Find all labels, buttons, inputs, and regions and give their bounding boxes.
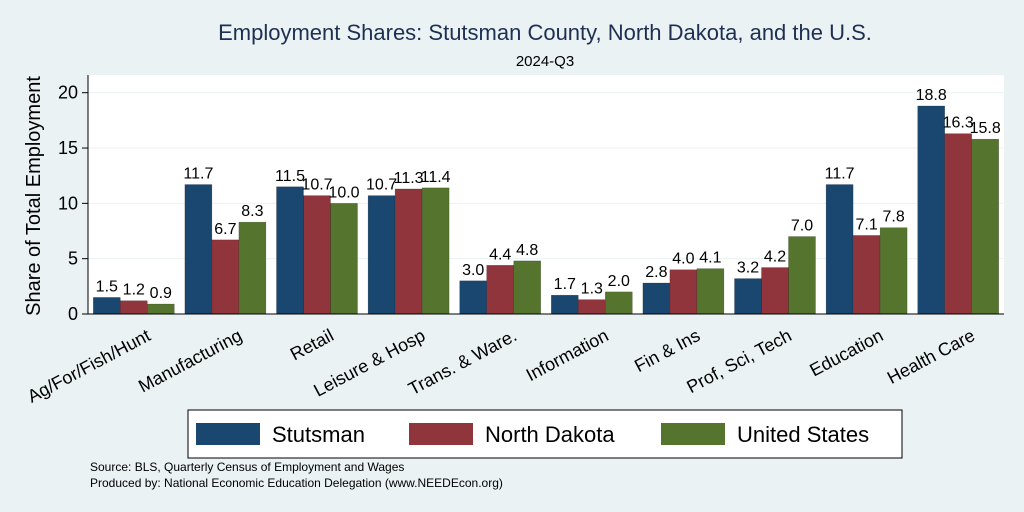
bar-north-dakota-prof-sci-tech bbox=[761, 267, 789, 315]
bar-stutsman-health-care bbox=[917, 105, 945, 315]
bar-stutsman-trans-ware bbox=[459, 280, 487, 315]
y-axis-label: Share of Total Employment bbox=[23, 76, 45, 316]
bar-north-dakota-fin-ins bbox=[669, 269, 698, 315]
bar-stutsman-fin-ins bbox=[642, 282, 671, 315]
bar-stutsman-education bbox=[825, 184, 854, 315]
bar-north-dakota-education bbox=[852, 235, 881, 315]
data-label-stutsman-manufacturing: 11.7 bbox=[183, 166, 213, 183]
data-label-north-dakota-retail: 10.7 bbox=[301, 177, 332, 194]
bar-united-states-information bbox=[605, 291, 633, 315]
bars bbox=[93, 105, 999, 315]
data-label-stutsman-retail: 11.5 bbox=[275, 168, 305, 185]
bar-north-dakota-ag-for-fish-hunt bbox=[120, 300, 148, 315]
data-label-north-dakota-prof-sci-tech: 4.2 bbox=[764, 249, 786, 266]
chart-subtitle: 2024-Q3 bbox=[516, 53, 574, 70]
data-label-north-dakota-manufacturing: 6.7 bbox=[214, 221, 236, 238]
data-label-united-states-fin-ins: 4.1 bbox=[699, 250, 721, 267]
bar-stutsman-retail bbox=[276, 186, 304, 315]
data-label-stutsman-prof-sci-tech: 3.2 bbox=[737, 260, 759, 277]
data-label-north-dakota-ag-for-fish-hunt: 1.2 bbox=[123, 282, 145, 299]
data-label-north-dakota-trans-ware: 4.4 bbox=[489, 246, 511, 263]
data-label-stutsman-fin-ins: 2.8 bbox=[645, 264, 667, 281]
bar-stutsman-manufacturing bbox=[184, 184, 213, 315]
bar-united-states-retail bbox=[330, 203, 358, 315]
bar-stutsman-information bbox=[551, 294, 579, 315]
legend: Stutsman North Dakota United States bbox=[187, 409, 903, 459]
data-label-united-states-health-care: 15.8 bbox=[970, 120, 1001, 137]
bar-united-states-leisure-hosp bbox=[421, 187, 450, 315]
data-label-north-dakota-health-care: 16.3 bbox=[943, 115, 974, 132]
data-labels: 1.5 1.2 0.911.76.78.311.510.710.0 10.711.31… bbox=[96, 87, 1001, 302]
bar-united-states-education bbox=[879, 227, 908, 315]
data-label-united-states-information: 2.0 bbox=[608, 273, 630, 290]
chart-title: Employment Shares: Stutsman County, Nort… bbox=[218, 20, 872, 45]
bar-united-states-health-care bbox=[971, 138, 999, 315]
data-label-north-dakota-leisure-hosp: 11.3 bbox=[394, 170, 424, 187]
data-label-united-states-prof-sci-tech: 7.0 bbox=[791, 218, 813, 235]
bar-north-dakota-retail bbox=[303, 195, 331, 315]
bar-united-states-prof-sci-tech bbox=[788, 236, 816, 315]
bar-united-states-manufacturing bbox=[238, 221, 267, 315]
y-tick-label: 10 bbox=[58, 193, 78, 213]
data-label-stutsman-trans-ware: 3.0 bbox=[462, 262, 484, 279]
bar-stutsman-ag-for-fish-hunt bbox=[93, 297, 121, 315]
legend-label-stutsman: Stutsman bbox=[272, 422, 365, 447]
bar-north-dakota-health-care bbox=[944, 133, 972, 315]
data-label-united-states-education: 7.8 bbox=[882, 209, 904, 226]
y-tick-label: 15 bbox=[58, 138, 78, 158]
bar-north-dakota-information bbox=[578, 299, 606, 315]
y-tick-label: 5 bbox=[68, 249, 78, 269]
produced-by-note: Produced by: National Economic Education… bbox=[90, 476, 503, 490]
bar-north-dakota-manufacturing bbox=[211, 239, 240, 315]
legend-swatch-united-states bbox=[661, 423, 725, 445]
bar-united-states-ag-for-fish-hunt bbox=[147, 303, 175, 315]
data-label-stutsman-leisure-hosp: 10.7 bbox=[366, 177, 397, 194]
data-label-north-dakota-education: 7.1 bbox=[855, 216, 877, 233]
data-label-united-states-trans-ware: 4.8 bbox=[516, 242, 538, 259]
bar-north-dakota-trans-ware bbox=[486, 265, 514, 315]
y-tick-label: 20 bbox=[58, 83, 78, 103]
bar-united-states-fin-ins bbox=[696, 268, 725, 315]
legend-box bbox=[187, 409, 903, 459]
data-label-stutsman-information: 1.7 bbox=[554, 276, 576, 293]
data-label-united-states-retail: 10.0 bbox=[328, 184, 359, 201]
bar-stutsman-prof-sci-tech bbox=[734, 278, 762, 315]
legend-items: Stutsman North Dakota United States bbox=[196, 422, 869, 447]
bar-north-dakota-leisure-hosp bbox=[394, 188, 423, 315]
legend-label-united-states: United States bbox=[737, 422, 869, 447]
source-note: Source: BLS, Quarterly Census of Employm… bbox=[90, 460, 405, 474]
data-label-stutsman-health-care: 18.8 bbox=[916, 87, 947, 104]
data-label-united-states-ag-for-fish-hunt: 0.9 bbox=[150, 285, 172, 302]
bar-united-states-trans-ware bbox=[513, 260, 541, 315]
y-tick-label: 0 bbox=[68, 304, 78, 324]
data-label-north-dakota-fin-ins: 4.0 bbox=[672, 251, 694, 268]
y-axis: 0 5 10 15 20 bbox=[58, 75, 89, 324]
data-label-united-states-leisure-hosp: 11.4 bbox=[421, 169, 451, 186]
data-label-stutsman-education: 11.7 bbox=[825, 166, 855, 183]
data-label-united-states-manufacturing: 8.3 bbox=[241, 203, 263, 220]
data-label-north-dakota-information: 1.3 bbox=[581, 281, 603, 298]
legend-swatch-north-dakota bbox=[409, 423, 473, 445]
bar-stutsman-leisure-hosp bbox=[367, 195, 396, 315]
data-label-stutsman-ag-for-fish-hunt: 1.5 bbox=[96, 278, 118, 295]
legend-swatch-stutsman bbox=[196, 423, 260, 445]
legend-label-north-dakota: North Dakota bbox=[485, 422, 615, 447]
